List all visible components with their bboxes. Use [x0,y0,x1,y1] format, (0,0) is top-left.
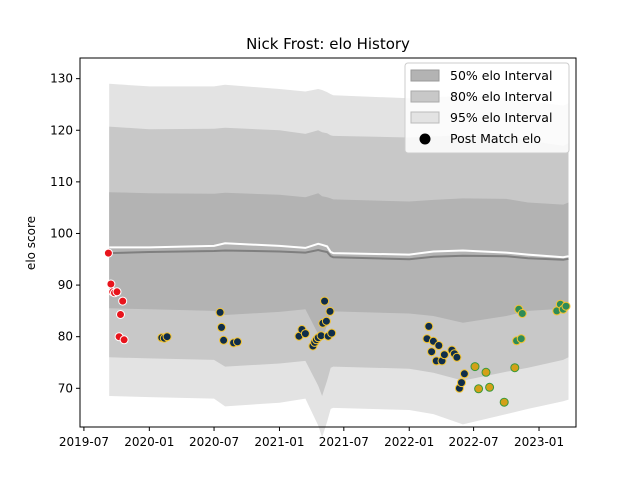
legend-frame [404,62,570,154]
post-match-point [106,279,116,289]
y-tick-label: 110 [50,175,73,189]
post-match-point [439,350,449,360]
legend-label-80: 80% elo Interval [450,89,552,104]
y-tick-label: 100 [50,226,73,240]
axes-frame [79,57,577,428]
post-match-point [320,296,330,306]
y-tick-label: 120 [50,123,73,137]
post-match-point [516,334,526,344]
post-match-point [233,337,242,347]
post-match-point [457,378,466,388]
chart-title: Nick Frost: elo History [246,35,410,53]
post-match-point [321,316,331,326]
post-match-point [510,363,520,373]
post-match-point [217,322,226,332]
legend-swatch-50 [410,69,440,82]
legend-item-80: 80% elo Interval [410,89,552,104]
x-tick-label: 2022-01 [384,435,434,449]
x-tick-label: 2022-07 [449,435,499,449]
plot-area [103,83,571,438]
y-axis-label: elo score [24,216,38,270]
legend-label-50: 50% elo Interval [450,68,552,83]
post-match-point [474,384,484,394]
post-match-point [517,309,527,318]
x-tick-label: 2019-07 [59,435,109,449]
post-match-point [327,328,337,338]
post-match-point [452,352,462,362]
x-tick-label: 2021-01 [254,435,304,449]
x-tick-label: 2021-07 [319,435,369,449]
post-match-point [219,335,229,345]
post-match-point [112,287,122,297]
x-tick-label: 2020-07 [189,435,239,449]
mean-elo-line [109,248,569,261]
post-match-point [162,332,172,342]
legend-item-50: 50% elo Interval [410,68,552,83]
y-tick-label: 70 [58,381,73,395]
legend-item-post-match: Post Match elo [419,131,541,146]
post-match-point [485,382,495,392]
legend: 50% elo Interval 80% elo Interval 95% el… [404,62,570,154]
y-tick-label: 80 [58,330,73,344]
post-match-point [470,362,480,372]
post-match-point [103,248,113,258]
legend-swatch-80 [410,90,440,103]
post-match-point [325,306,335,316]
post-match-point [561,301,571,311]
post-match-point [118,296,128,306]
post-match-point [434,341,444,350]
x-tick-label: 2023-01 [514,435,564,449]
legend-swatch-95 [410,111,440,124]
post-match-point [215,307,225,317]
y-axis: 70 80 90 100 110 120 130 [50,72,80,395]
upper-elo-line [109,242,569,259]
legend-label-post-match: Post Match elo [450,131,541,146]
legend-item-95: 95% elo Interval [410,110,552,125]
post-match-point [427,347,437,357]
post-match-point [459,369,469,379]
legend-label-95: 95% elo Interval [450,110,552,125]
band-50-interval [109,192,569,340]
post-match-point [300,329,310,339]
y-tick-label: 130 [50,72,73,86]
x-axis: 2019-07 2020-01 2020-07 2021-01 2021-07 2022-… [59,427,564,449]
post-match-point [119,335,129,345]
legend-marker-post-match [419,133,431,145]
post-match-point [481,367,491,377]
x-tick-label: 2020-01 [124,435,174,449]
post-match-point [499,397,509,407]
post-match-point [424,321,434,331]
post-match-point [116,310,125,319]
y-tick-label: 90 [58,278,73,292]
